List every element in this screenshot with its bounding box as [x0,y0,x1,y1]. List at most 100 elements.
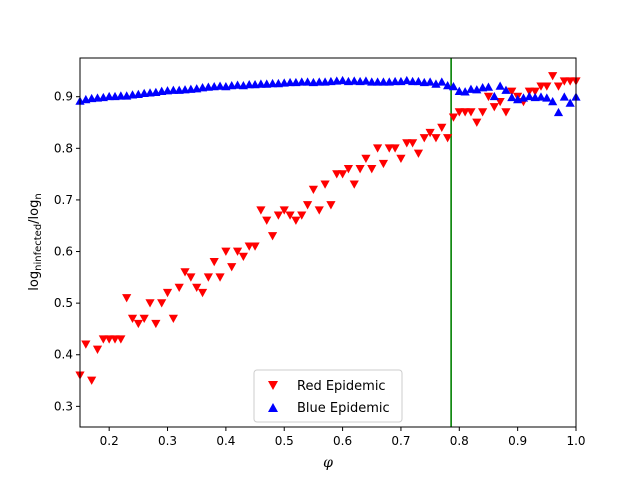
red-epidemic-point [559,77,569,86]
red-epidemic-point [110,335,120,344]
blue-epidemic-point [373,77,383,86]
red-epidemic-point [297,211,307,220]
red-epidemic-point [565,77,575,86]
red-epidemic-point [267,232,278,241]
y-tick-label: 0.4 [54,348,73,362]
blue-epidemic-point [302,77,313,86]
red-epidemic-point [262,216,272,225]
x-tick-label: 0.3 [158,434,177,448]
x-tick-label: 0.6 [333,434,352,448]
red-epidemic-point [413,149,424,158]
red-epidemic-point [221,247,231,256]
red-epidemic-point [524,87,534,96]
red-epidemic-point [384,144,394,153]
red-epidemic-point [373,144,383,153]
blue-epidemic-point [337,75,348,85]
red-epidemic-point [378,159,389,169]
blue-epidemic-point [314,77,324,86]
blue-epidemic-point [536,92,546,101]
red-epidemic-point [151,319,161,329]
blue-epidemic-point [297,77,307,86]
red-epidemic-point [197,288,208,298]
blue-epidemic-point [489,91,499,101]
blue-epidemic-point [553,107,564,117]
red-epidemic-point [448,113,459,122]
legend-red-marker [268,381,278,390]
blue-epidemic-point [437,77,447,86]
x-tick-label: 1.0 [566,434,585,448]
red-epidemic-point [367,165,377,174]
red-epidemic-point [536,82,546,91]
red-epidemic-point [285,211,295,220]
red-epidemic-point [507,87,517,96]
x-tick-label: 0.8 [450,434,469,448]
plot-area-frame [79,57,577,428]
red-epidemic-point [279,206,289,215]
x-tick-label: 0.4 [216,434,235,448]
blue-epidemic-point [448,82,459,91]
blue-epidemic-point [232,80,243,89]
red-epidemic-point [396,154,406,164]
red-epidemic-point [308,185,319,194]
red-epidemic-point [419,134,429,143]
y-tick-label: 0.6 [54,245,73,259]
blue-epidemic-point [559,92,569,101]
red-epidemic-point [326,201,336,210]
red-epidemic-point [215,273,225,282]
red-epidemic-point [92,345,103,354]
red-epidemic-point [203,273,213,282]
red-epidemic-point [431,134,441,143]
legend-blue-label: Blue Epidemic [297,401,390,416]
legend: Red Epidemic Blue Epidemic [253,369,403,423]
blue-epidemic-point [542,93,552,102]
y-tick-label: 0.5 [54,296,73,310]
blue-epidemic-point [460,87,470,96]
blue-epidemic-point [565,98,575,107]
y-tick-label: 0.7 [54,193,73,207]
x-tick-label: 0.2 [100,434,119,448]
blue-epidemic-point [361,76,371,85]
red-epidemic-point [553,82,564,91]
red-epidemic-point [349,180,359,189]
red-epidemic-point [478,108,488,117]
red-epidemic-point [542,82,552,91]
blue-epidemic-point [413,76,424,86]
red-epidemic-point [454,108,464,117]
red-epidemic-point [361,154,371,164]
red-epidemic-point [291,216,301,225]
red-epidemic-point [548,72,558,81]
red-epidemic-point [437,123,447,133]
blue-epidemic-point [507,92,517,102]
red-epidemic-series [75,72,581,385]
red-epidemic-point [273,211,283,220]
y-tick-label: 0.9 [54,90,73,104]
red-epidemic-point [466,108,476,117]
blue-epidemic-point [443,80,453,90]
blue-epidemic-point [349,76,359,85]
red-epidemic-point [145,299,155,308]
y-axis-label: logninfected/logn [27,193,44,290]
blue-epidemic-point [501,85,511,94]
blue-epidemic-point [390,76,400,86]
blue-epidemic-series [75,75,581,117]
red-epidemic-point [250,242,260,251]
red-epidemic-point [104,335,114,344]
red-epidemic-point [332,170,342,179]
blue-epidemic-point [285,77,295,87]
legend-red-label: Red Epidemic [297,379,386,394]
blue-epidemic-point [548,96,558,106]
red-epidemic-point [489,103,499,112]
blue-epidemic-point [256,79,266,88]
red-epidemic-point [408,139,418,148]
y-axis-ticks: 0.3 0.4 0.5 0.6 0.7 0.8 0.9 [54,90,80,413]
blue-epidemic-point [408,76,418,86]
red-epidemic-point [390,144,400,153]
data-points-layer [75,72,581,385]
x-axis-label: φ [323,455,333,471]
red-epidemic-point [355,165,365,174]
red-epidemic-point [81,340,91,349]
red-epidemic-point [443,134,453,143]
red-epidemic-point [133,319,143,329]
red-epidemic-point [227,263,237,272]
red-epidemic-point [116,335,126,344]
